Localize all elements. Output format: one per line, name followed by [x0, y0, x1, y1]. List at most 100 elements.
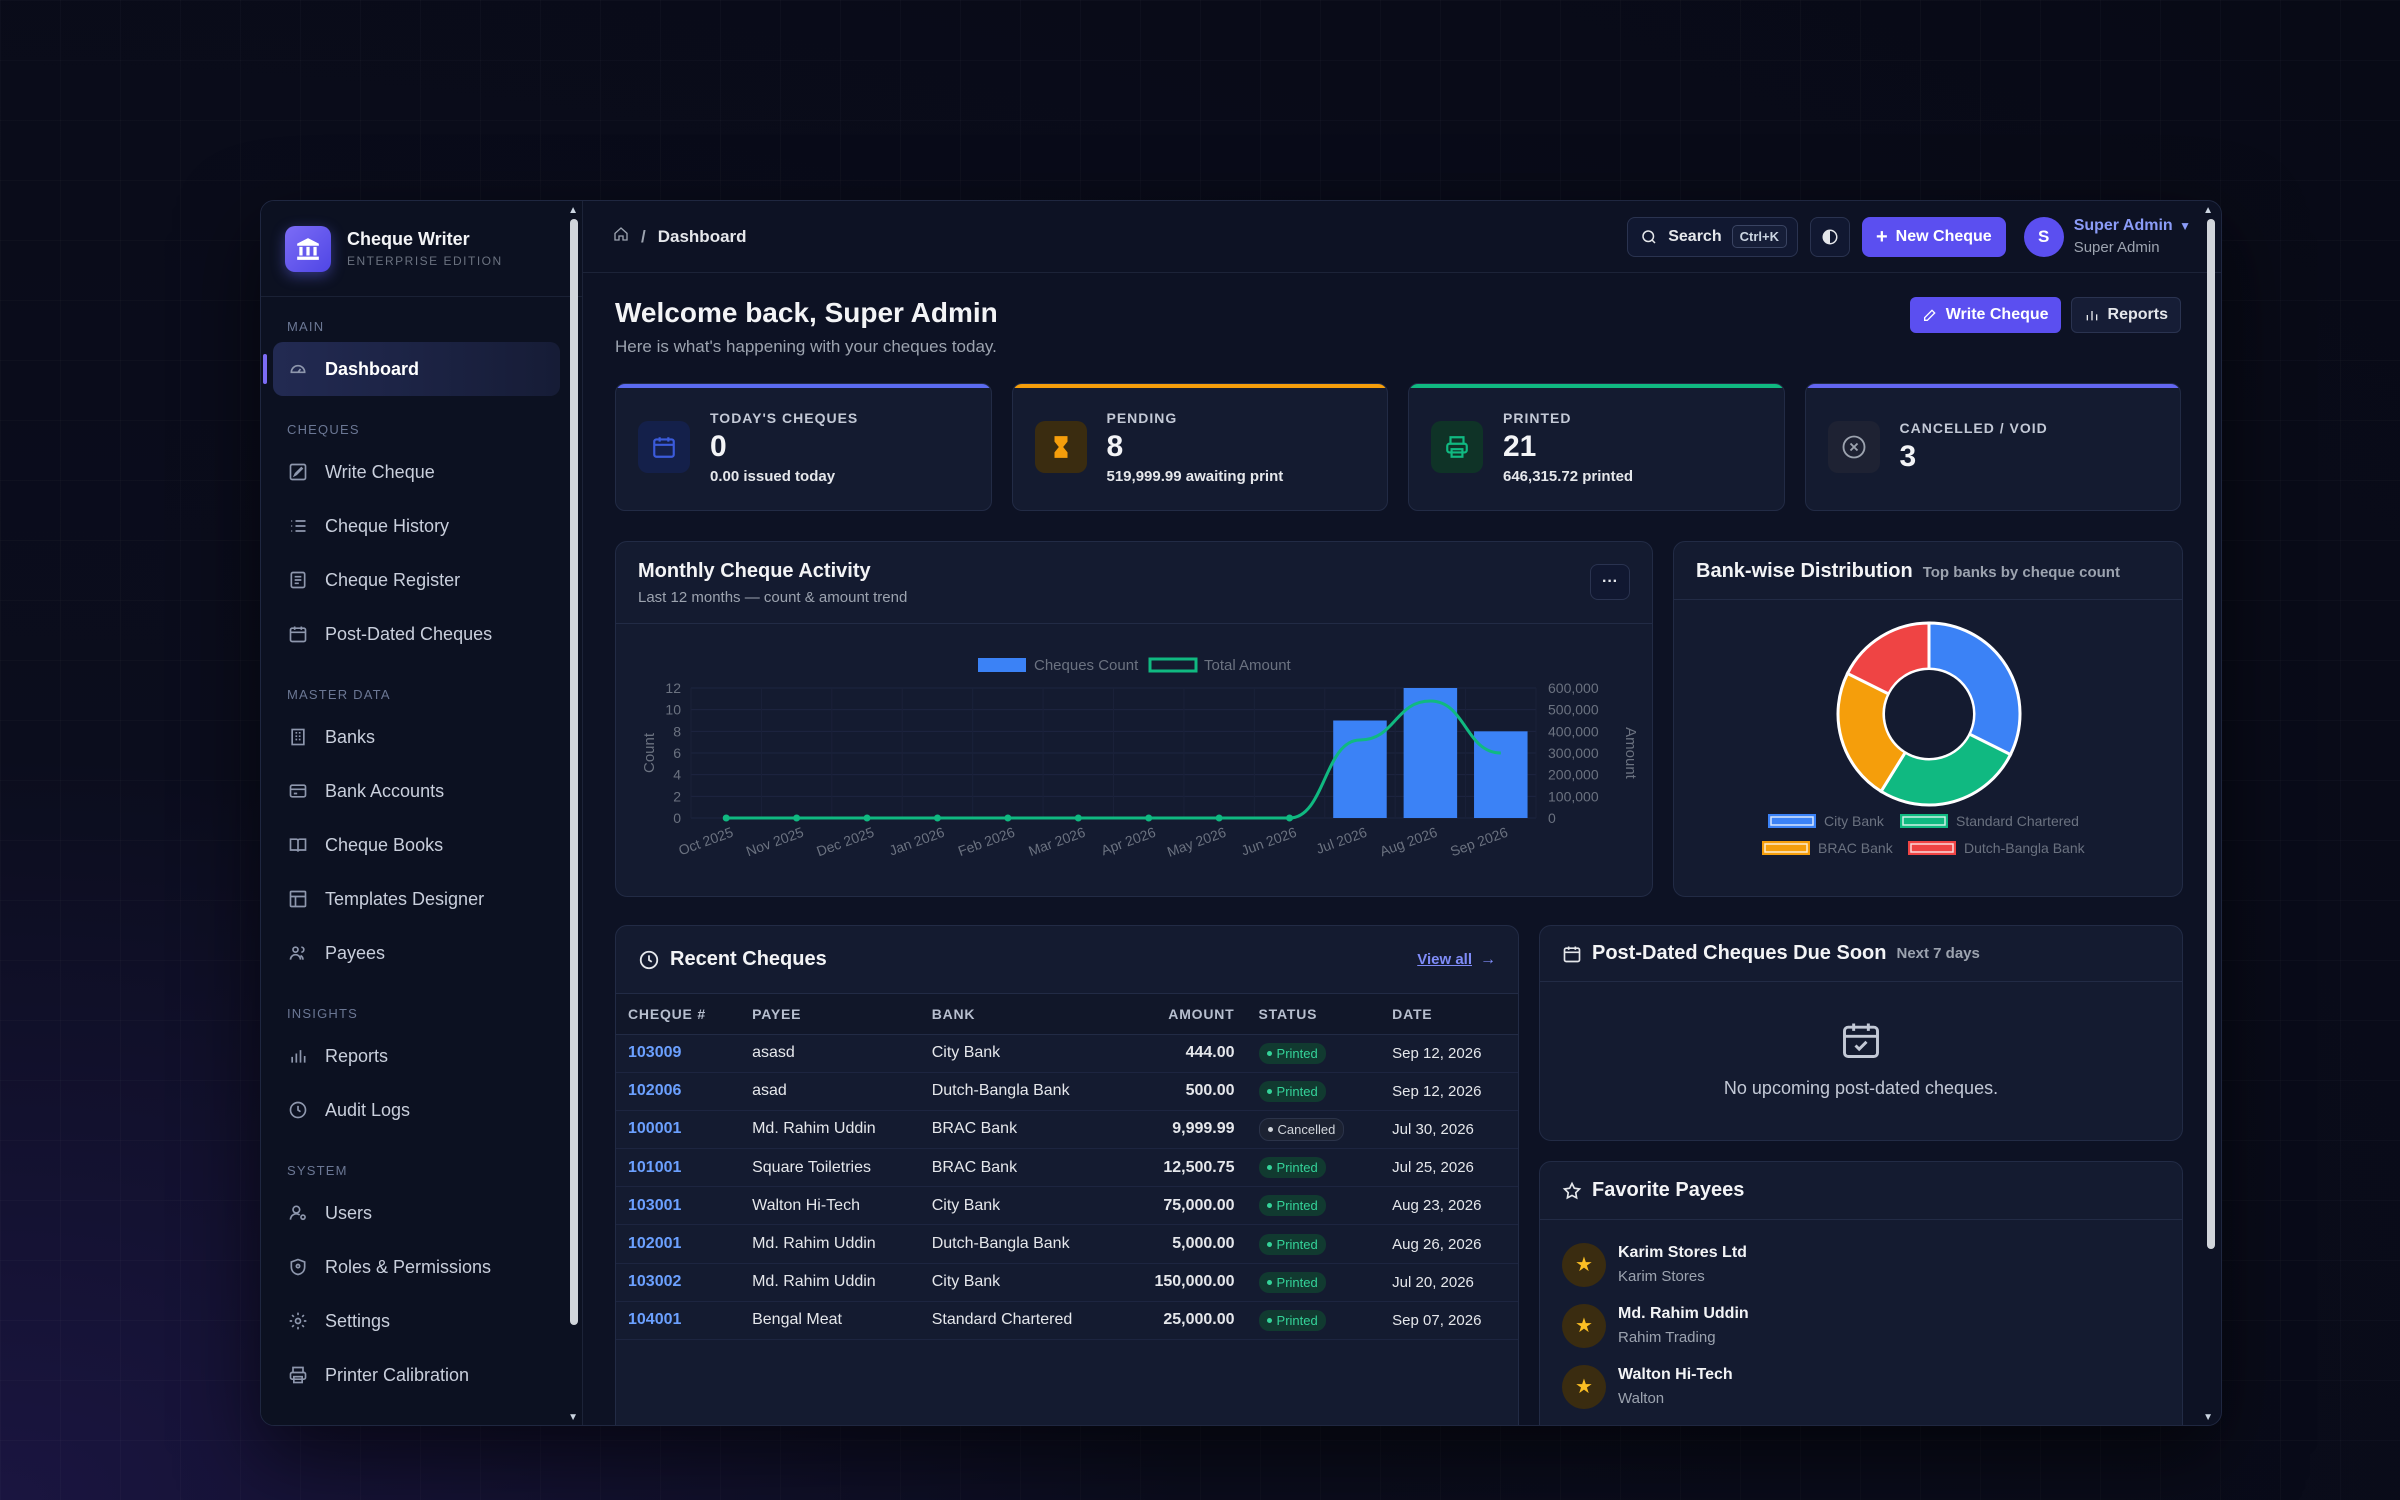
- cheque-number[interactable]: 104001: [616, 1301, 741, 1341]
- status-badge: Printed: [1258, 1271, 1326, 1293]
- user-menu[interactable]: S Super Admin ▼ Super Admin: [2023, 216, 2191, 257]
- building-icon: [287, 726, 309, 748]
- table-row[interactable]: 100001 Md. Rahim Uddin BRAC Bank 9,999.9…: [616, 1110, 1518, 1150]
- scroll-up-icon[interactable]: ▲: [568, 205, 578, 216]
- user-gear-icon: [287, 1202, 309, 1224]
- printer-icon: [1431, 421, 1483, 473]
- table-row[interactable]: 103002 Md. Rahim Uddin City Bank 150,000…: [616, 1263, 1518, 1302]
- main-scrollbar[interactable]: [2207, 219, 2215, 1249]
- favorite-payee-item[interactable]: ★ Walton Hi-Tech Walton: [1540, 1356, 2182, 1417]
- stat-card-today-s-cheques[interactable]: TODAY'S CHEQUES 0 0.00 issued today: [615, 383, 992, 511]
- sidebar-item-cheque-books[interactable]: Cheque Books: [273, 818, 560, 872]
- y-axis-title: Count: [641, 732, 658, 773]
- home-icon[interactable]: [613, 226, 629, 247]
- reports-button[interactable]: Reports: [2070, 297, 2181, 333]
- cheque-number[interactable]: 102001: [616, 1224, 741, 1264]
- activity-subtitle: Last 12 months — count & amount trend: [638, 589, 908, 606]
- user-name: Super Admin ▼: [2073, 217, 2191, 234]
- table-row[interactable]: 103001 Walton Hi-Tech City Bank 75,000.0…: [616, 1186, 1518, 1226]
- new-cheque-button[interactable]: + New Cheque: [1861, 216, 2006, 257]
- dashboard-icon: [287, 358, 309, 380]
- sidebar-item-templates-designer[interactable]: Templates Designer: [273, 872, 560, 926]
- cheque-number[interactable]: 101001: [616, 1148, 741, 1188]
- sidebar-item-cheque-register[interactable]: Cheque Register: [273, 553, 560, 607]
- sidebar-item-bank-accounts[interactable]: Bank Accounts: [273, 764, 560, 818]
- favorite-payee-item[interactable]: ★ Md. Rahim Uddin Rahim Trading: [1540, 1295, 2182, 1356]
- sidebar-item-reports[interactable]: Reports: [273, 1029, 560, 1083]
- sidebar-scrollbar[interactable]: [570, 219, 578, 1325]
- sidebar-item-write-cheque[interactable]: Write Cheque: [273, 445, 560, 499]
- theme-toggle-button[interactable]: [1809, 216, 1850, 257]
- distribution-title: Bank-wise Distribution: [1696, 560, 1913, 582]
- column-header[interactable]: PAYEE: [740, 994, 920, 1035]
- table-row[interactable]: 104001 Bengal Meat Standard Chartered 25…: [616, 1301, 1518, 1341]
- amount-point: [1286, 814, 1294, 822]
- main-scroll-down-icon[interactable]: ▼: [2203, 1412, 2213, 1423]
- sidebar-item-audit-logs[interactable]: Audit Logs: [273, 1083, 560, 1137]
- table-row[interactable]: 103009 asasd City Bank 444.00 Printed Se…: [616, 1034, 1518, 1073]
- sidebar-item-roles-permissions[interactable]: Roles & Permissions: [273, 1240, 560, 1294]
- star-icon: ★: [1562, 1242, 1606, 1287]
- search-button[interactable]: Search Ctrl+K: [1627, 216, 1798, 257]
- sidebar-item-post-dated-cheques[interactable]: Post-Dated Cheques: [273, 607, 560, 661]
- sidebar-item-label: Cheque Register: [325, 569, 461, 590]
- main-scroll-up-icon[interactable]: ▲: [2203, 205, 2213, 216]
- sidebar-item-label: Cheque History: [325, 515, 450, 536]
- cheque-number[interactable]: 103009: [616, 1034, 741, 1073]
- sidebar-item-label: Printer Calibration: [325, 1364, 470, 1385]
- avatar: S: [2023, 216, 2064, 257]
- status-cell: Printed: [1246, 1034, 1381, 1073]
- scroll-down-icon[interactable]: ▼: [568, 1412, 578, 1423]
- column-header[interactable]: BANK: [919, 994, 1120, 1035]
- search-icon: [1642, 229, 1656, 244]
- date-cell: Jul 30, 2026: [1380, 1110, 1518, 1150]
- payee-cell: Walton Hi-Tech: [740, 1186, 920, 1226]
- date-cell: Jul 20, 2026: [1380, 1263, 1518, 1302]
- y2-tick-label: 200,000: [1548, 767, 1599, 783]
- amount-cell: 500.00: [1119, 1072, 1247, 1111]
- table-row[interactable]: 101001 Square Toiletries BRAC Bank 12,50…: [616, 1148, 1518, 1188]
- more-options-button[interactable]: ···: [1590, 564, 1630, 600]
- column-header[interactable]: AMOUNT: [1119, 994, 1247, 1035]
- contrast-icon: [1822, 229, 1838, 244]
- sidebar-item-cheque-history[interactable]: Cheque History: [273, 499, 560, 553]
- amount-point: [1004, 814, 1012, 822]
- cheque-number[interactable]: 103002: [616, 1263, 741, 1302]
- legend-swatch: [1908, 841, 1956, 855]
- y2-tick-label: 100,000: [1548, 788, 1599, 804]
- favorites-title: Favorite Payees: [1592, 1179, 1745, 1201]
- stat-card-cancelled-void[interactable]: CANCELLED / VOID 3: [1804, 383, 2181, 511]
- table-row[interactable]: 102001 Md. Rahim Uddin Dutch-Bangla Bank…: [616, 1224, 1518, 1264]
- x-tick-label: Aug 2026: [1378, 824, 1440, 860]
- cheque-number[interactable]: 102006: [616, 1072, 741, 1111]
- column-header[interactable]: DATE: [1380, 994, 1518, 1035]
- stat-card-printed[interactable]: PRINTED 21 646,315.72 printed: [1408, 383, 1785, 511]
- status-cell: Printed: [1246, 1301, 1381, 1341]
- table-row[interactable]: 102006 asad Dutch-Bangla Bank 500.00 Pri…: [616, 1072, 1518, 1111]
- x-tick-label: Feb 2026: [956, 824, 1017, 859]
- sidebar-item-dashboard[interactable]: Dashboard: [263, 342, 560, 396]
- date-cell: Sep 12, 2026: [1380, 1034, 1518, 1073]
- stat-card-pending[interactable]: PENDING 8 519,999.99 awaiting print: [1011, 383, 1388, 511]
- column-header[interactable]: STATUS: [1246, 994, 1381, 1035]
- sidebar-nav: MAIN Dashboard CHEQUES Write Cheque Cheque H…: [261, 319, 582, 1402]
- post-dated-card: Post-Dated Cheques Due Soon Next 7 days …: [1539, 925, 2183, 1141]
- column-header[interactable]: CHEQUE #: [616, 994, 741, 1035]
- cheque-number[interactable]: 103001: [616, 1186, 741, 1226]
- status-badge: Printed: [1258, 1157, 1326, 1179]
- cheque-number[interactable]: 100001: [616, 1110, 741, 1150]
- sidebar-item-payees[interactable]: Payees: [273, 926, 560, 980]
- search-shortcut: Ctrl+K: [1731, 225, 1787, 248]
- sidebar-item-printer-calibration[interactable]: Printer Calibration: [273, 1348, 560, 1402]
- favorite-payee-item[interactable]: ★ Karim Stores Ltd Karim Stores: [1540, 1234, 2182, 1295]
- x-tick-label: May 2026: [1165, 824, 1228, 860]
- date-cell: Jul 25, 2026: [1380, 1148, 1518, 1188]
- sidebar-item-users[interactable]: Users: [273, 1186, 560, 1240]
- sidebar-item-settings[interactable]: Settings: [273, 1294, 560, 1348]
- write-cheque-button[interactable]: Write Cheque: [1909, 297, 2061, 333]
- legend-label: Standard Chartered: [1956, 813, 2079, 829]
- amount-point: [722, 814, 730, 822]
- view-all-link[interactable]: View all: [1417, 951, 1472, 968]
- sidebar-item-banks[interactable]: Banks: [273, 710, 560, 764]
- y2-axis-title: Amount: [1622, 727, 1639, 780]
